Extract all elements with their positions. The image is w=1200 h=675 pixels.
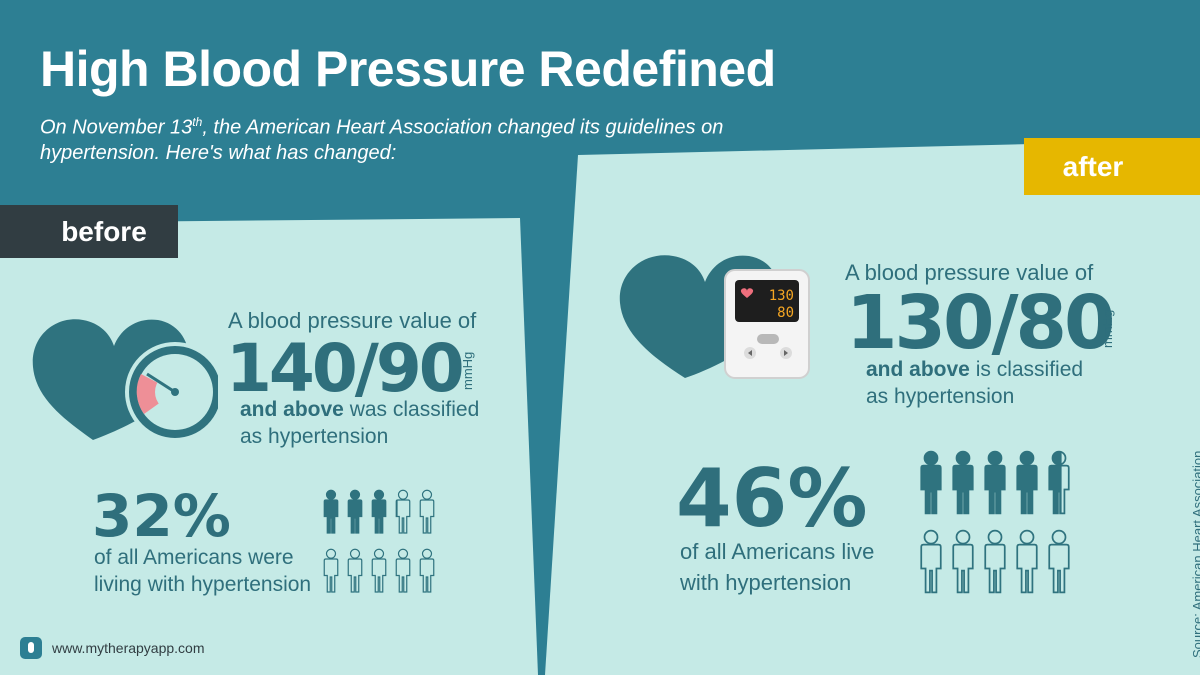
monitor-systolic-text: 130 xyxy=(769,288,794,304)
heart-monitor-icon: 130 80 xyxy=(619,255,810,379)
after-people-icon-grid xyxy=(918,450,1078,608)
person-icon xyxy=(370,488,394,541)
person-icon xyxy=(346,488,370,541)
page-title: High Blood Pressure Redefined xyxy=(40,41,776,97)
after-tag: after xyxy=(1024,138,1200,195)
person-icon xyxy=(1046,450,1078,521)
after-panel xyxy=(545,140,1200,675)
person-icon xyxy=(982,450,1014,521)
person-icon xyxy=(1014,450,1046,521)
before-people-icon-grid xyxy=(322,488,442,606)
app-logo-icon xyxy=(20,637,42,659)
person-icon xyxy=(346,547,370,600)
source-credit: Source: American Heart Association xyxy=(1190,450,1200,658)
before-lead-text: A blood pressure value of xyxy=(228,308,477,333)
person-icon xyxy=(370,547,394,600)
page-subtitle: On November 13th, the American Heart Ass… xyxy=(40,115,724,164)
before-percent-text: of all Americans were living with hypert… xyxy=(94,546,312,596)
person-icon xyxy=(322,488,346,541)
person-icon xyxy=(322,547,346,600)
person-icon xyxy=(950,529,982,600)
person-icon xyxy=(982,529,1014,600)
person-icon xyxy=(418,547,442,600)
after-unit: mmHg xyxy=(1100,309,1115,348)
person-icon xyxy=(1046,529,1078,600)
before-percent: 32% xyxy=(92,482,231,550)
after-lead-text: A blood pressure value of xyxy=(845,260,1094,285)
person-icon xyxy=(394,488,418,541)
person-icon xyxy=(394,547,418,600)
monitor-diastolic-text: 80 xyxy=(777,305,794,321)
after-percent: 46% xyxy=(676,452,868,545)
person-icon xyxy=(918,529,950,600)
heart-gauge-icon xyxy=(32,319,218,442)
before-unit: mmHg xyxy=(460,351,475,390)
person-icon xyxy=(918,450,950,521)
before-description: and above was classified as hypertension xyxy=(240,398,480,448)
before-bp-value: 140/90 xyxy=(226,330,465,407)
person-icon xyxy=(418,488,442,541)
person-icon xyxy=(1014,529,1046,600)
after-description: and above is classified as hypertension xyxy=(866,358,1084,408)
footer-url-link[interactable]: www.mytherapyapp.com xyxy=(52,640,205,656)
person-icon xyxy=(950,450,982,521)
before-tag: before xyxy=(0,205,178,258)
after-percent-text: of all Americans live with hypertension xyxy=(680,539,875,595)
after-bp-value: 130/80 xyxy=(846,280,1115,366)
